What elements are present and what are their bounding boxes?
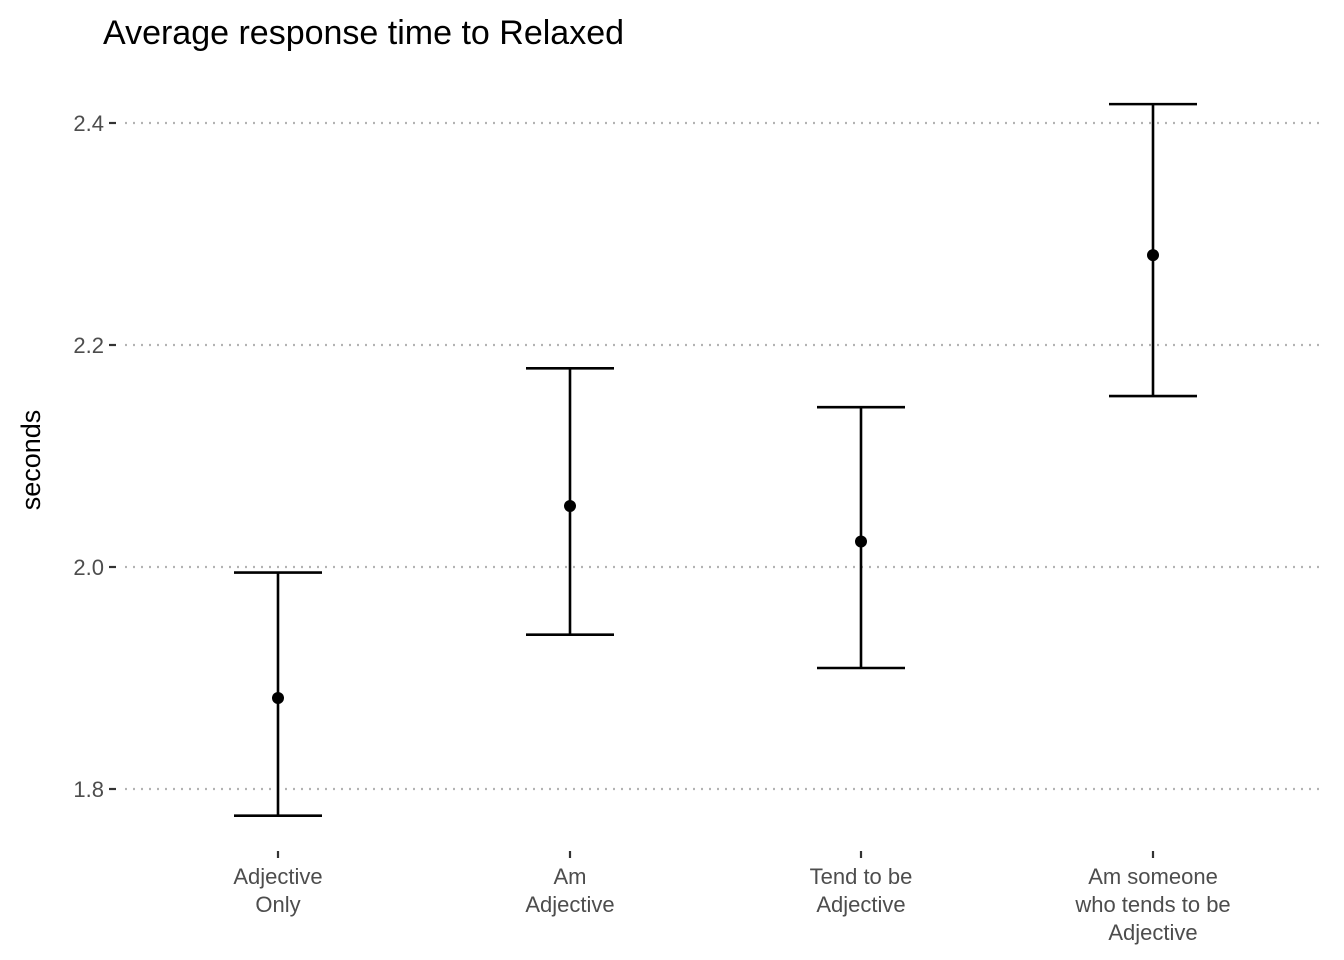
x-tick-label: Adjective [525,892,614,917]
data-point [564,499,576,512]
y-tick-label: 2.4 [73,111,104,136]
y-tick-label: 2.0 [73,555,104,580]
data-point [272,691,284,704]
x-tick-label: Am someone [1088,864,1218,889]
x-tick-label: Adjective [816,892,905,917]
y-axis-label: seconds [16,410,46,511]
x-tick-label: Tend to be [810,864,913,889]
data-point [1147,249,1159,262]
x-axis-ticks: Adjective Only Am Adjective Tend to be Adject… [233,851,1231,945]
y-tick-label: 2.2 [73,333,104,358]
x-tick-label: Am [554,864,587,889]
y-tick-label: 1.8 [73,777,104,802]
x-tick-label: Only [255,892,300,917]
chart-title: Average response time to Relaxed [103,14,624,52]
error-bars [234,102,1197,817]
x-tick-label: who tends to be [1074,892,1230,917]
x-tick-label: Adjective [233,864,322,889]
points [272,249,1159,704]
data-point [855,535,867,548]
x-tick-label: Adjective [1108,920,1197,945]
y-axis-ticks: 1.8 2.0 2.2 2.4 [73,111,116,802]
gridlines [125,121,1325,791]
